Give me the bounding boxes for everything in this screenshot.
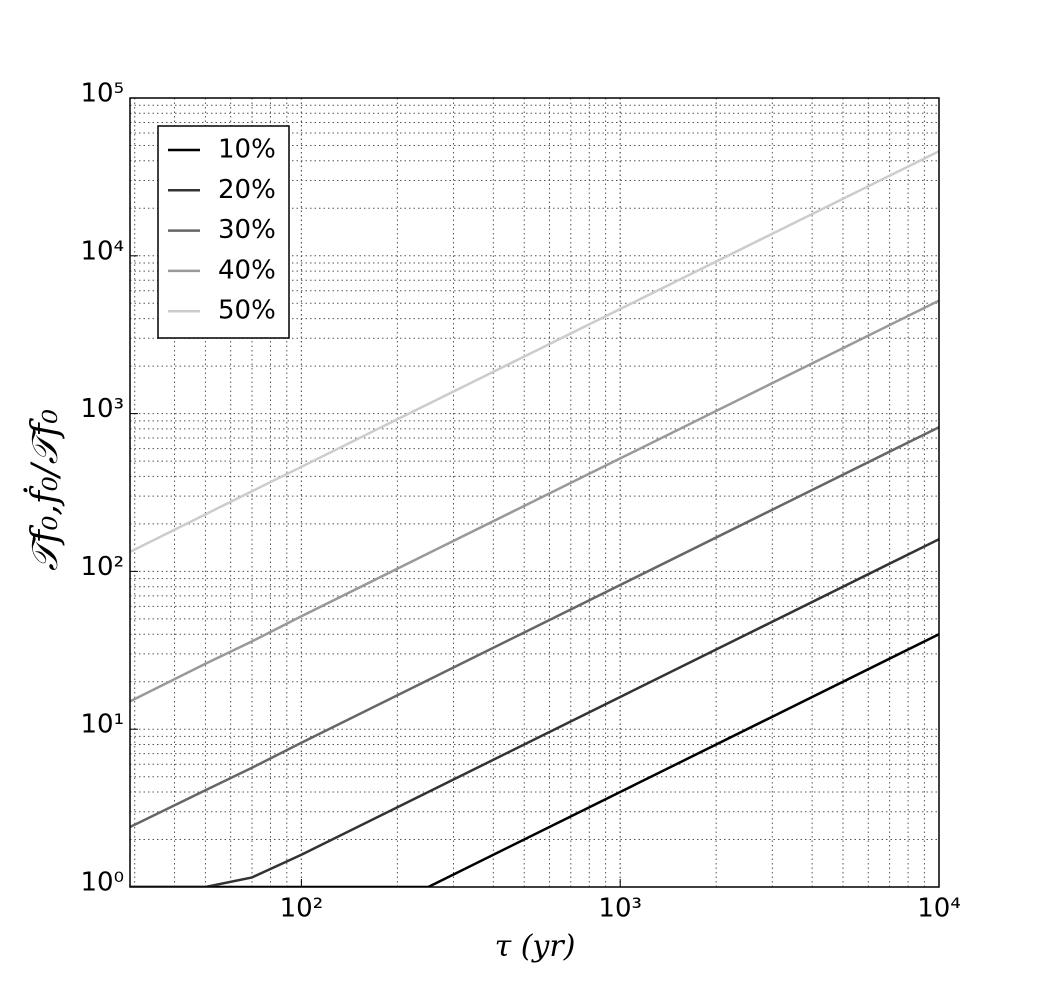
y-tick-label: 10² [80,552,124,582]
y-tick-label: 10³ [80,394,124,424]
legend-label: 40% [218,255,276,285]
x-tick-label: 10⁴ [917,894,961,924]
legend-label: 20% [218,175,276,205]
series-line [130,633,939,887]
series-line [130,299,939,703]
legend-label: 30% [218,215,276,245]
series-line [130,150,939,553]
x-tick-label: 10³ [598,894,642,924]
legend-label: 10% [218,135,276,165]
legend-box [157,125,290,339]
y-tick-label: 10⁰ [80,868,124,898]
series-line [130,538,939,887]
y-tick-label: 10⁴ [80,236,124,266]
series-line [130,426,939,829]
x-axis-label: τ (yr) [495,929,576,964]
y-tick-label: 10¹ [80,710,124,740]
x-tick-label: 10² [280,894,324,924]
plot-frame [129,97,940,888]
y-axis-label: 𝒯f₀,ḟ₀/𝒯f₀ [23,409,66,571]
legend-label: 50% [218,296,276,326]
y-tick-label: 10⁵ [80,79,124,109]
